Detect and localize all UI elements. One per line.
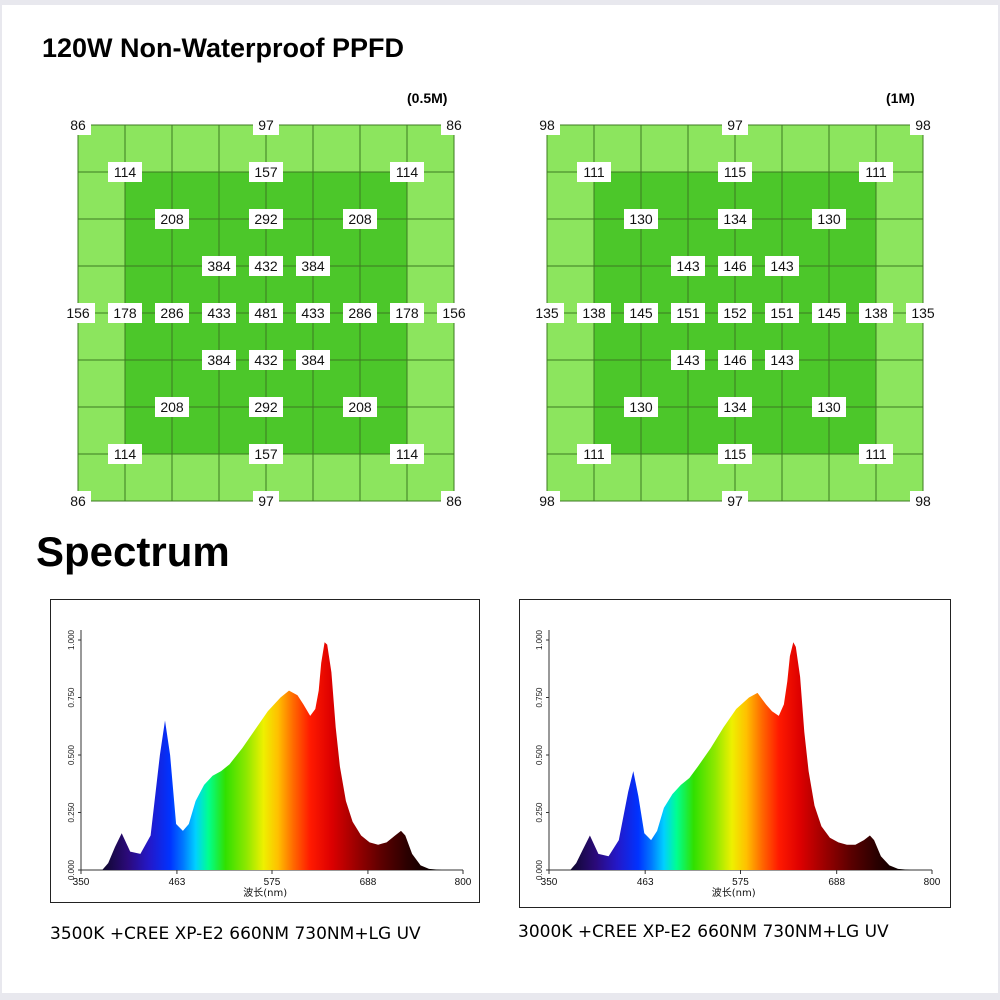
spectrum-chart-right-caption: 3000K +CREE XP-E2 660NM 730NM+LG UV	[518, 922, 889, 942]
spectrum-chart-right: 350 463 575 688 800 0.000 0.250 0.500 0.750 1.000…	[535, 629, 941, 899]
x-axis-label: 波长(nm)	[243, 886, 287, 899]
y-tick-label: 0.250	[535, 802, 544, 823]
spectrum-chart-left-frame: 350 463 575 688 800 0.000 0.250 0.500 0.750 1.000…	[50, 599, 480, 903]
x-axis-label: 波长(nm)	[712, 886, 756, 899]
x-tick-label: 350	[73, 877, 90, 888]
ppfd-map-left-height-label: (0.5M)	[407, 90, 448, 106]
spectrum-chart-left: 350 463 575 688 800 0.000 0.250 0.500 0.750 1.000…	[67, 629, 472, 899]
spectrum-chart-right-frame: 350 463 575 688 800 0.000 0.250 0.500 0.750 1.000…	[519, 599, 951, 908]
page-title: 120W Non-Waterproof PPFD	[42, 33, 405, 63]
y-tick-label: 0.500	[535, 744, 544, 765]
spectrum-chart-left-caption: 3500K +CREE XP-E2 660NM 730NM+LG UV	[50, 924, 421, 944]
x-tick-label: 800	[924, 877, 941, 888]
x-tick-label: 575	[732, 877, 749, 888]
spectrum-area	[549, 642, 932, 870]
y-tick-label: 0.750	[535, 687, 544, 708]
x-tick-label: 463	[169, 877, 186, 888]
x-tick-label: 688	[360, 877, 377, 888]
x-tick-label: 463	[637, 877, 654, 888]
x-tick-label: 800	[455, 877, 472, 888]
x-tick-label: 688	[828, 877, 845, 888]
y-tick-label: 0.500	[67, 744, 76, 765]
y-tick-label: 0.000	[535, 859, 544, 880]
ppfd-map-right-height-label: (1M)	[886, 90, 915, 106]
x-tick-label: 575	[264, 877, 281, 888]
spectrum-area	[81, 642, 463, 870]
y-tick-label: 1.000	[535, 629, 544, 650]
y-tick-label: 0.000	[67, 859, 76, 880]
y-tick-label: 0.250	[67, 802, 76, 823]
spectrum-section-title: Spectrum	[36, 528, 230, 575]
y-tick-label: 1.000	[67, 629, 76, 650]
y-tick-label: 0.750	[67, 687, 76, 708]
x-tick-label: 350	[541, 877, 558, 888]
